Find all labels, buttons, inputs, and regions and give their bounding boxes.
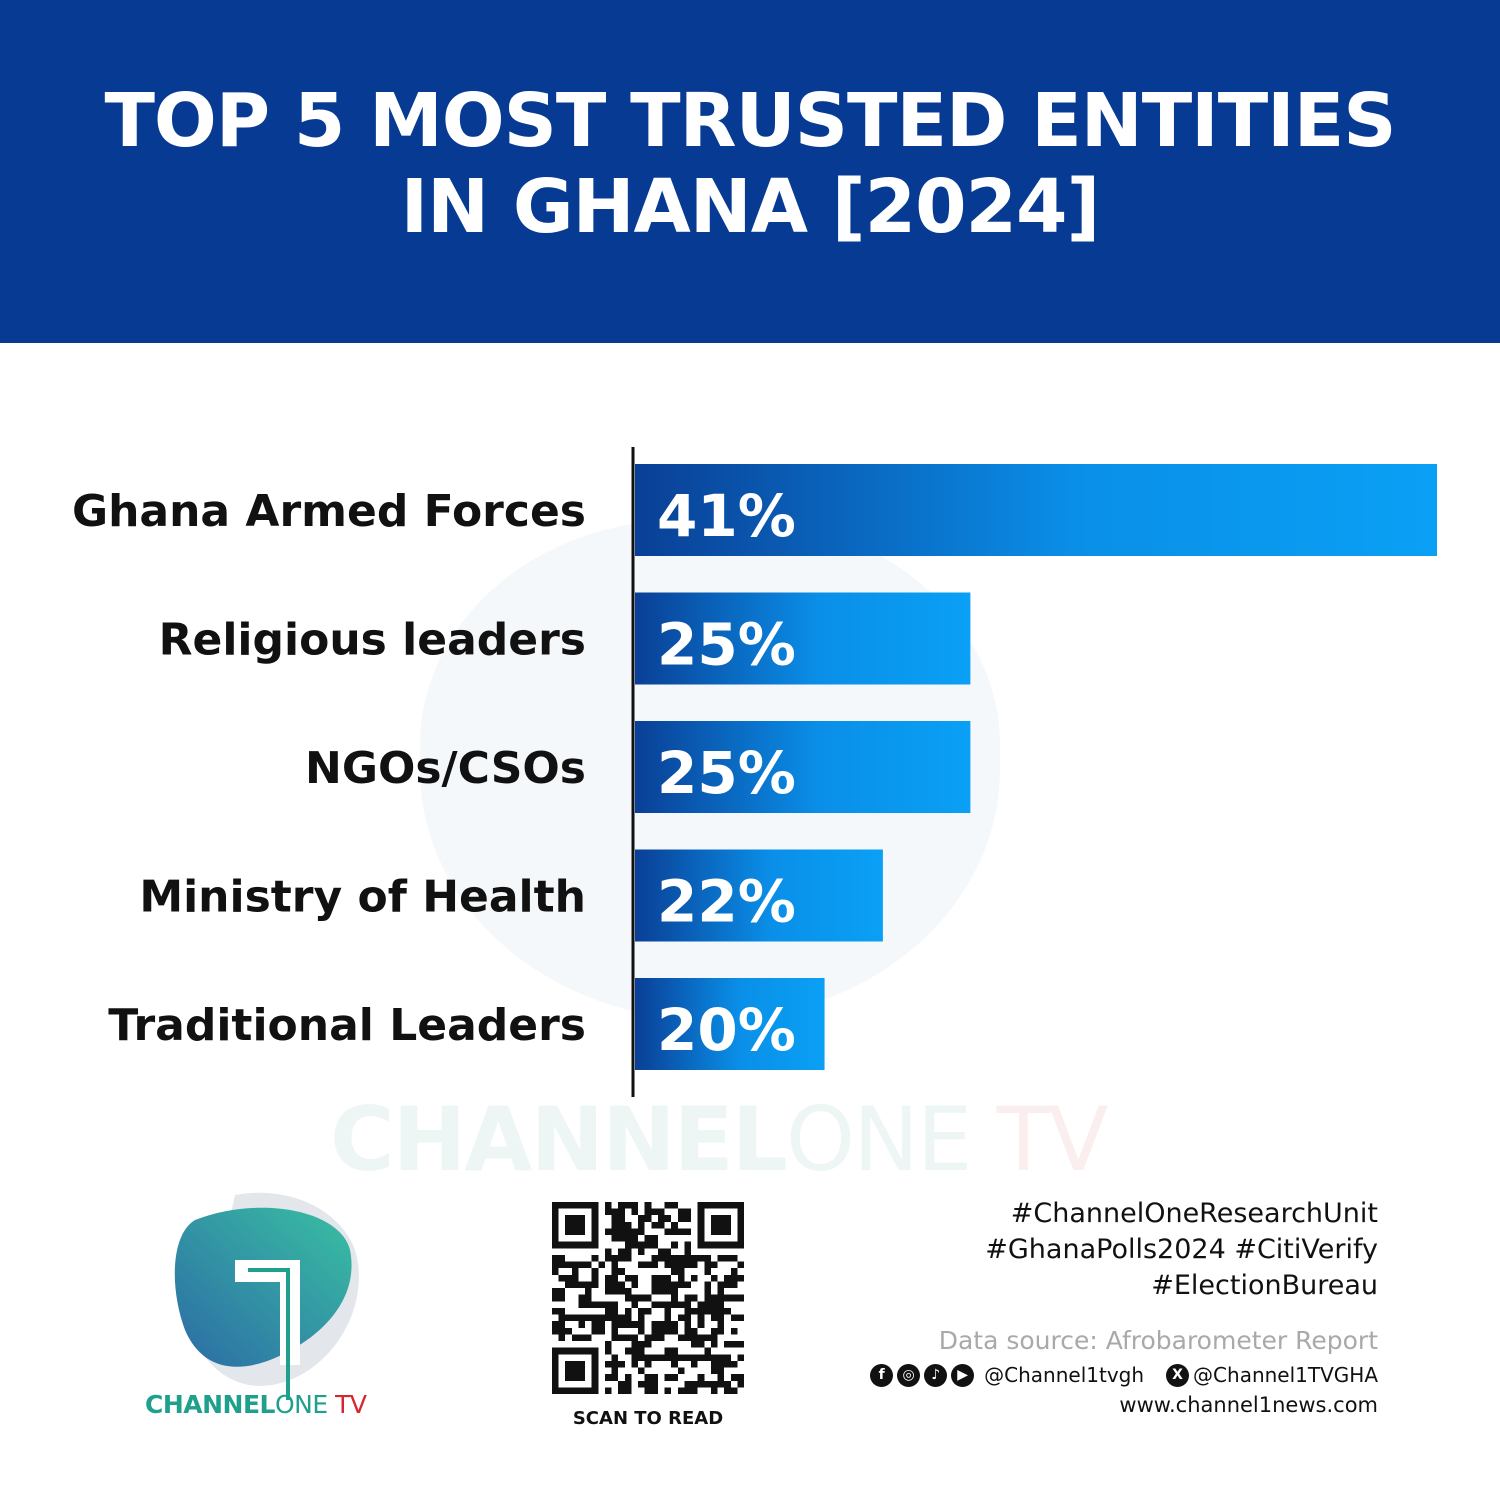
qr-caption: SCAN TO READ <box>572 1408 724 1429</box>
data-source: Data source: Afrobarometer Report <box>938 1326 1378 1355</box>
bar <box>635 849 883 942</box>
data-label: 25% <box>657 739 796 807</box>
hashtag[interactable]: #ChannelOneResearchUnit <box>1010 1198 1378 1229</box>
logo-wordmark: CHANNELONE TV <box>145 1390 367 1419</box>
facebook-icon[interactable]: f <box>870 1363 894 1387</box>
social-handle[interactable]: @Channel1tvgh <box>984 1363 1145 1387</box>
bar <box>635 721 971 813</box>
bar-chart: Ghana Armed Forces 41% Religious leaders 25… <box>72 447 1437 1097</box>
title-line-1: TOP 5 MOST TRUSTED ENTITIES <box>104 78 1396 164</box>
title-line-2: IN GHANA [2024] <box>400 164 1101 250</box>
category-label: Ministry of Health <box>139 872 586 923</box>
hashtag[interactable]: #GhanaPolls2024 #CitiVerify <box>985 1234 1378 1265</box>
bar <box>635 978 825 1070</box>
category-label: NGOs/CSOs <box>305 743 586 794</box>
data-label: 25% <box>657 611 796 679</box>
category-label: Traditional Leaders <box>108 1000 586 1051</box>
category-label: Religious leaders <box>159 615 586 666</box>
x-icon[interactable]: X <box>1166 1363 1190 1387</box>
data-label: 41% <box>657 482 796 550</box>
category-label: Ghana Armed Forces <box>72 486 586 537</box>
hashtag[interactable]: #ElectionBureau <box>1151 1270 1378 1301</box>
x-handle[interactable]: @Channel1TVGHA <box>1193 1363 1378 1387</box>
bar <box>635 464 1437 556</box>
data-label: 22% <box>657 868 796 936</box>
social-row: f ◎ ♪ ▶ @Channel1tvgh X @Channel1TVGHA <box>870 1363 1378 1387</box>
page-title: TOP 5 MOST TRUSTED ENTITIES IN GHANA [20… <box>0 78 1500 250</box>
qr-code[interactable] <box>552 1202 744 1394</box>
bar <box>635 592 971 685</box>
website-link[interactable]: www.channel1news.com <box>1119 1393 1378 1417</box>
footer-info: #ChannelOneResearchUnit #GhanaPolls2024 … <box>870 1196 1378 1417</box>
channel-one-logo <box>174 1192 359 1400</box>
data-label: 20% <box>657 996 796 1064</box>
tiktok-icon[interactable]: ♪ <box>924 1363 948 1387</box>
header-banner <box>0 0 1500 343</box>
instagram-icon[interactable]: ◎ <box>897 1363 921 1387</box>
youtube-icon[interactable]: ▶ <box>951 1363 975 1387</box>
watermark-text: CHANNELONE TV <box>330 1088 1108 1191</box>
